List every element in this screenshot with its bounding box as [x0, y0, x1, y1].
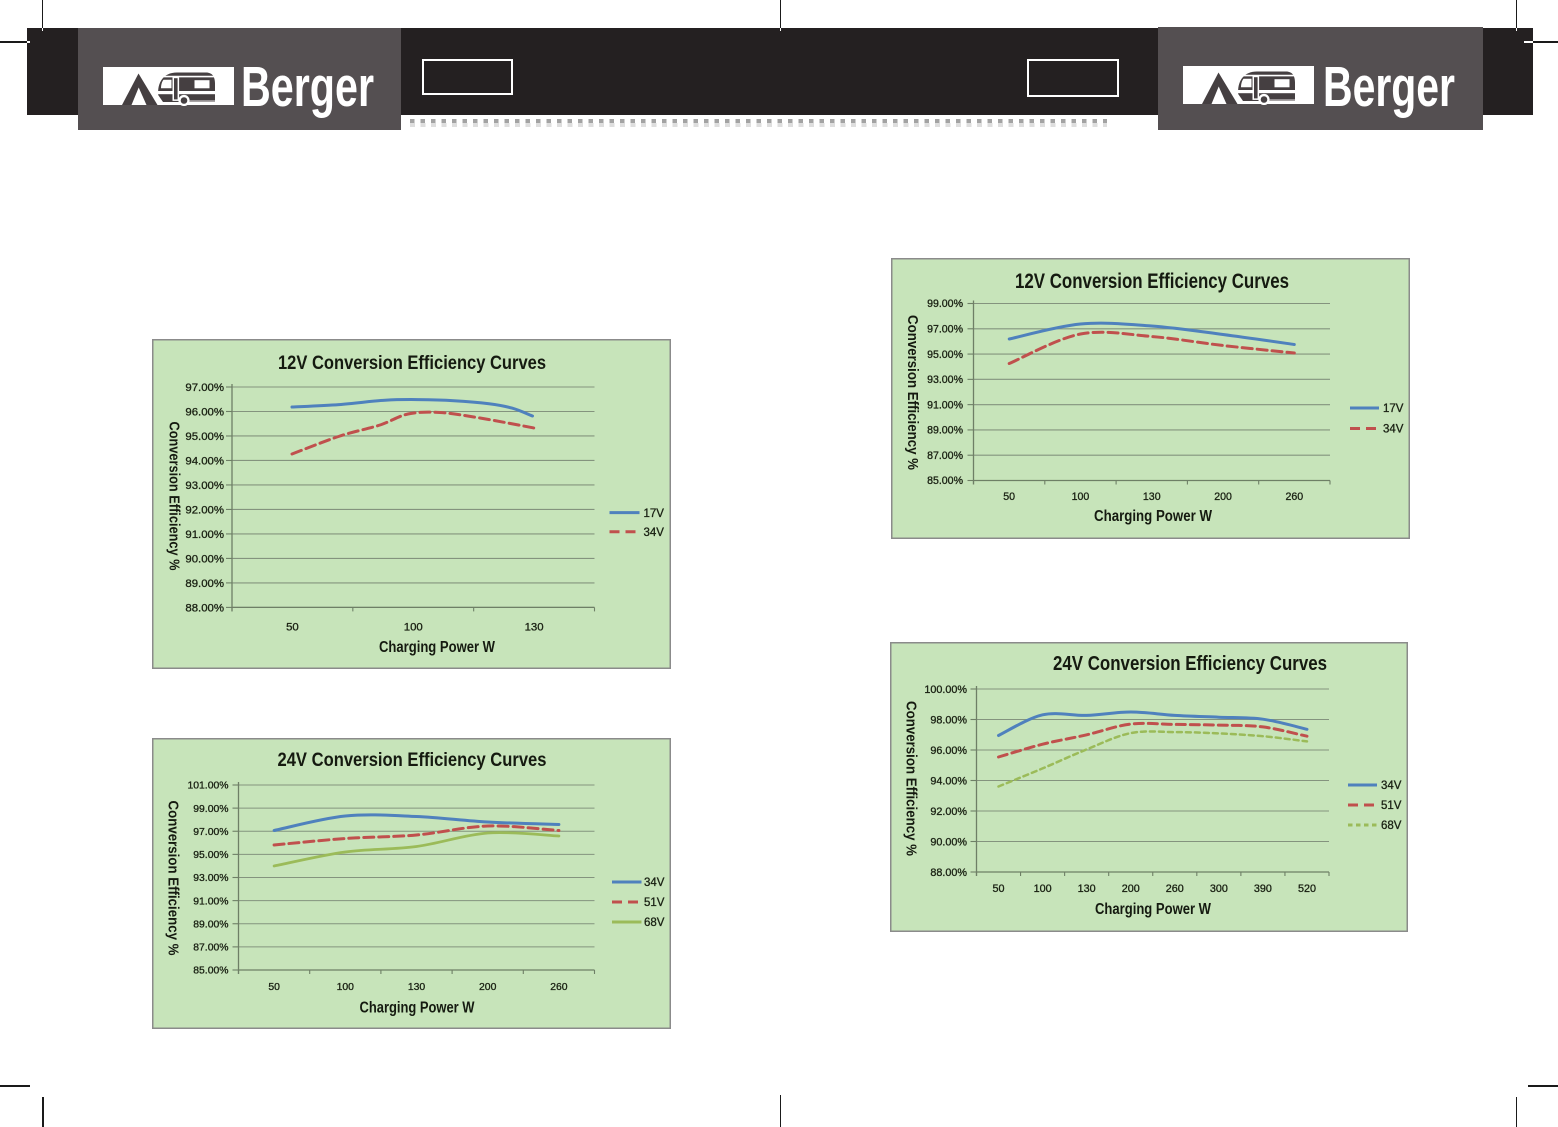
svg-text:100: 100 [1034, 883, 1052, 895]
svg-text:88.00%: 88.00% [930, 867, 967, 879]
svg-text:300: 300 [1210, 883, 1228, 895]
svg-text:260: 260 [550, 982, 568, 993]
svg-text:95.00%: 95.00% [193, 850, 228, 861]
svg-text:200: 200 [1122, 883, 1140, 895]
svg-text:92.00%: 92.00% [930, 806, 967, 818]
svg-text:Conversion Efficiency %: Conversion Efficiency % [165, 801, 181, 956]
svg-text:Conversion Efficiency %: Conversion Efficiency % [903, 701, 919, 856]
svg-text:51V: 51V [1381, 800, 1402, 812]
svg-text:17V: 17V [1383, 403, 1404, 415]
svg-text:260: 260 [1166, 883, 1184, 895]
svg-text:97.00%: 97.00% [927, 324, 964, 336]
svg-text:93.00%: 93.00% [193, 873, 228, 884]
svg-text:100: 100 [404, 622, 423, 634]
svg-text:91.00%: 91.00% [185, 529, 224, 541]
svg-text:50: 50 [268, 982, 280, 993]
svg-text:90.00%: 90.00% [185, 553, 224, 565]
svg-text:99.00%: 99.00% [927, 298, 964, 310]
svg-text:87.00%: 87.00% [927, 450, 964, 462]
svg-text:12V Conversion Efficiency Curv: 12V Conversion Efficiency Curves [1015, 270, 1289, 293]
svg-text:92.00%: 92.00% [185, 504, 224, 516]
svg-text:390: 390 [1254, 883, 1272, 895]
svg-text:98.00%: 98.00% [930, 714, 967, 726]
svg-text:93.00%: 93.00% [185, 480, 224, 492]
svg-text:130: 130 [408, 982, 426, 993]
svg-text:85.00%: 85.00% [193, 966, 228, 977]
svg-text:12V Conversion Efficiency Curv: 12V Conversion Efficiency Curves [278, 353, 546, 374]
svg-text:130: 130 [1143, 491, 1161, 503]
svg-text:91.00%: 91.00% [927, 399, 964, 411]
svg-text:100: 100 [1072, 491, 1090, 503]
svg-text:50: 50 [1003, 491, 1015, 503]
svg-text:89.00%: 89.00% [927, 425, 964, 437]
svg-text:85.00%: 85.00% [927, 475, 964, 487]
svg-text:Charging Power W: Charging Power W [1094, 508, 1212, 525]
svg-text:34V: 34V [644, 527, 665, 539]
svg-text:94.00%: 94.00% [930, 775, 967, 787]
svg-text:100.00%: 100.00% [924, 684, 967, 696]
svg-text:97.00%: 97.00% [193, 827, 228, 838]
svg-text:Berger: Berger [241, 62, 374, 118]
svg-text:93.00%: 93.00% [927, 374, 964, 386]
svg-text:96.00%: 96.00% [930, 745, 967, 757]
svg-text:17V: 17V [644, 508, 665, 520]
svg-text:68V: 68V [644, 917, 665, 929]
svg-text:89.00%: 89.00% [193, 919, 228, 930]
svg-text:91.00%: 91.00% [193, 896, 228, 907]
svg-text:34V: 34V [644, 877, 665, 889]
svg-text:95.00%: 95.00% [185, 431, 224, 443]
svg-text:Charging Power W: Charging Power W [360, 1000, 475, 1017]
svg-text:Berger: Berger [1323, 62, 1455, 118]
svg-text:95.00%: 95.00% [927, 349, 964, 361]
svg-text:Conversion Efficiency %: Conversion Efficiency % [166, 422, 182, 571]
svg-text:99.00%: 99.00% [193, 804, 228, 815]
svg-text:130: 130 [1078, 883, 1096, 895]
svg-text:101.00%: 101.00% [187, 781, 228, 792]
svg-text:94.00%: 94.00% [185, 455, 224, 467]
svg-text:Conversion Efficiency %: Conversion Efficiency % [904, 315, 920, 470]
svg-text:50: 50 [993, 883, 1005, 895]
svg-text:51V: 51V [644, 897, 665, 909]
svg-text:Charging Power W: Charging Power W [379, 639, 495, 656]
svg-text:87.00%: 87.00% [193, 943, 228, 954]
svg-text:89.00%: 89.00% [185, 578, 224, 590]
svg-text:24V Conversion Efficiency Curv: 24V Conversion Efficiency Curves [1053, 652, 1327, 675]
svg-text:97.00%: 97.00% [185, 382, 224, 394]
svg-text:200: 200 [1214, 491, 1232, 503]
svg-text:34V: 34V [1383, 424, 1404, 436]
svg-text:88.00%: 88.00% [185, 602, 224, 614]
svg-text:50: 50 [286, 622, 299, 634]
svg-text:Charging Power W: Charging Power W [1095, 901, 1211, 918]
svg-text:200: 200 [479, 982, 497, 993]
svg-text:96.00%: 96.00% [185, 406, 224, 418]
svg-text:260: 260 [1286, 491, 1304, 503]
svg-text:100: 100 [337, 982, 355, 993]
svg-text:130: 130 [525, 622, 544, 634]
svg-text:520: 520 [1298, 883, 1316, 895]
svg-text:68V: 68V [1381, 820, 1402, 832]
svg-text:34V: 34V [1381, 780, 1402, 792]
svg-text:90.00%: 90.00% [930, 836, 967, 848]
svg-text:24V Conversion Efficiency Curv: 24V Conversion Efficiency Curves [278, 750, 547, 771]
